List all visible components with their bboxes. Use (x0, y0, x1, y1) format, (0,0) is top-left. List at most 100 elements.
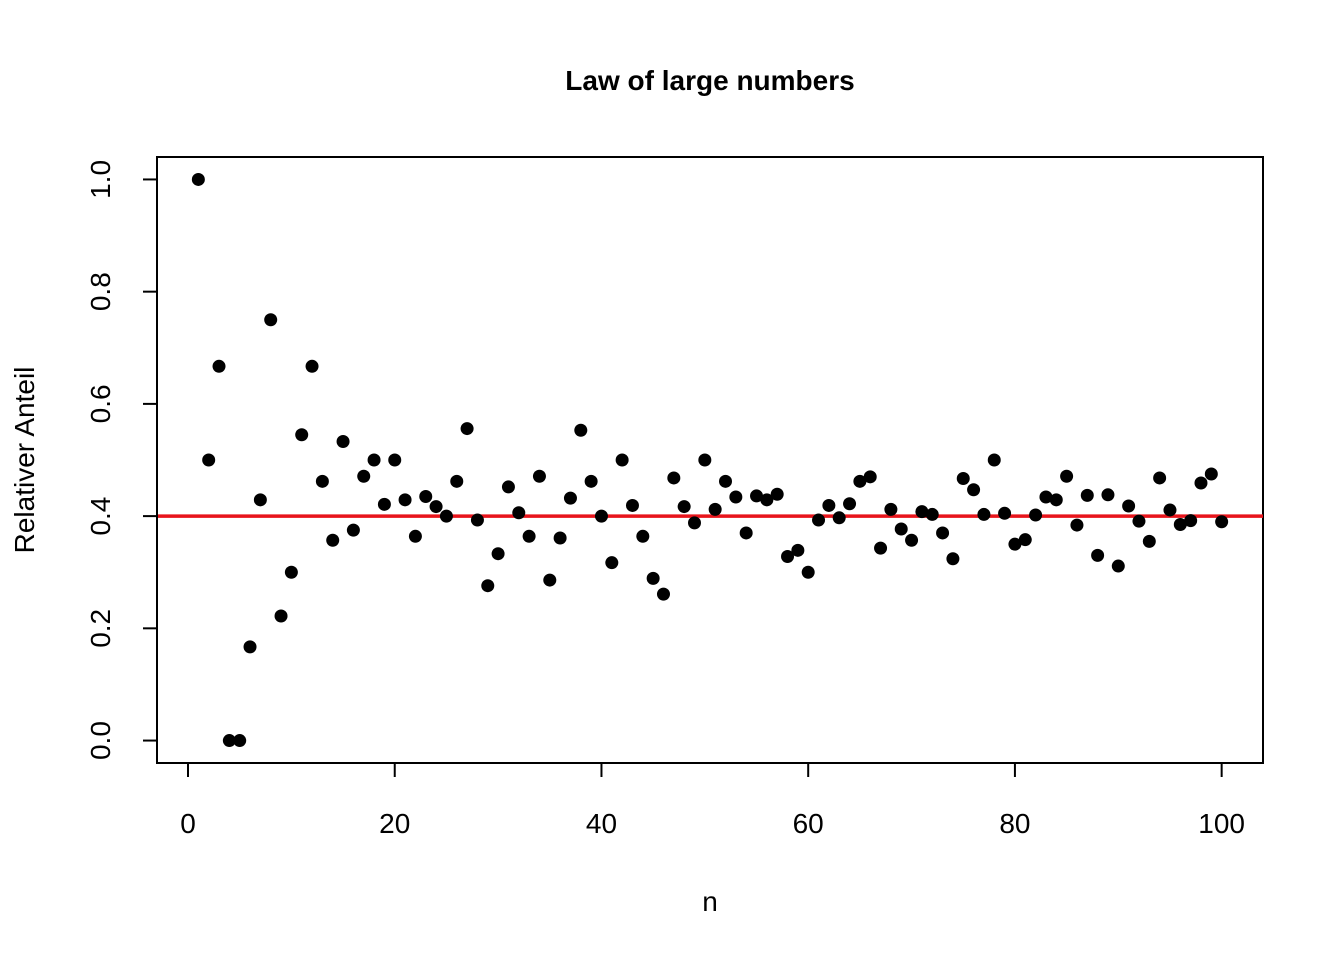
data-point (1070, 518, 1084, 532)
y-tick-label: 0.4 (85, 497, 116, 536)
data-point (1153, 471, 1167, 485)
data-point (1215, 515, 1229, 529)
data-point (553, 531, 567, 545)
data-point (739, 526, 753, 540)
data-point (388, 453, 402, 467)
data-point (729, 490, 743, 504)
data-point (987, 453, 1001, 467)
data-point (925, 507, 939, 521)
data-point (1142, 534, 1156, 548)
data-point (191, 172, 205, 186)
data-point (357, 469, 371, 483)
chart-title: Law of large numbers (565, 65, 854, 96)
data-point (1163, 503, 1177, 517)
data-point (594, 509, 608, 523)
x-tick-label: 40 (586, 808, 617, 839)
data-point (832, 511, 846, 525)
data-point (781, 550, 795, 564)
data-point (491, 547, 505, 561)
data-point (760, 493, 774, 507)
data-point (1194, 476, 1208, 490)
data-point (512, 506, 526, 520)
data-point (936, 526, 950, 540)
data-point (956, 472, 970, 486)
data-point (1018, 533, 1032, 547)
data-point (946, 552, 960, 566)
data-point (667, 471, 681, 485)
data-point (698, 453, 712, 467)
data-point (574, 423, 588, 437)
y-tick-label: 1.0 (85, 160, 116, 199)
data-point (863, 470, 877, 484)
y-axis-label: Relativer Anteil (9, 367, 40, 554)
data-point (398, 493, 412, 507)
data-point (967, 483, 981, 497)
data-point (1204, 467, 1218, 481)
data-point (1111, 559, 1125, 573)
data-points (191, 172, 1229, 748)
data-point (501, 480, 515, 494)
data-point (522, 529, 536, 543)
data-point (1008, 537, 1022, 551)
x-tick-label: 60 (793, 808, 824, 839)
y-tick-label: 0.8 (85, 272, 116, 311)
data-point (646, 571, 660, 585)
data-point (853, 474, 867, 488)
data-point (532, 469, 546, 483)
data-point (336, 434, 350, 448)
data-point (687, 516, 701, 530)
data-point (977, 507, 991, 521)
data-point (770, 487, 784, 501)
data-point (243, 640, 257, 654)
data-point (791, 543, 805, 557)
data-point (253, 493, 267, 507)
data-point (884, 502, 898, 516)
data-point (1060, 469, 1074, 483)
data-point (677, 500, 691, 514)
data-point (429, 500, 443, 514)
data-point (284, 565, 298, 579)
data-point (470, 513, 484, 527)
x-tick-label: 80 (999, 808, 1030, 839)
data-point (719, 474, 733, 488)
data-point (1173, 518, 1187, 532)
data-point (543, 573, 557, 587)
data-point (1029, 508, 1043, 522)
data-point (305, 359, 319, 373)
data-point (419, 489, 433, 503)
data-point (1101, 488, 1115, 502)
data-point (708, 502, 722, 516)
data-point (822, 498, 836, 512)
y-axis: 0.0 0.2 0.4 0.6 0.8 1.0 (85, 160, 158, 760)
data-point (656, 587, 670, 601)
data-point (1091, 548, 1105, 562)
data-point (264, 313, 278, 327)
data-point (346, 523, 360, 537)
data-point (326, 533, 340, 547)
x-tick-label: 0 (180, 808, 196, 839)
y-tick-label: 0.6 (85, 384, 116, 423)
data-point (450, 474, 464, 488)
data-point (636, 529, 650, 543)
data-point (584, 474, 598, 488)
data-point (894, 522, 908, 536)
x-tick-label: 100 (1198, 808, 1245, 839)
data-point (874, 541, 888, 555)
data-point (439, 509, 453, 523)
data-point (1132, 514, 1146, 528)
data-point (1080, 488, 1094, 502)
data-point (1049, 493, 1063, 507)
data-point (408, 529, 422, 543)
data-point (222, 734, 236, 748)
data-point (801, 565, 815, 579)
x-axis-label: n (702, 886, 718, 917)
data-point (915, 505, 929, 519)
data-point (625, 498, 639, 512)
data-point (812, 513, 826, 527)
data-point (212, 359, 226, 373)
data-point (563, 491, 577, 505)
data-point (481, 579, 495, 593)
data-point (202, 453, 216, 467)
y-tick-label: 0.2 (85, 609, 116, 648)
